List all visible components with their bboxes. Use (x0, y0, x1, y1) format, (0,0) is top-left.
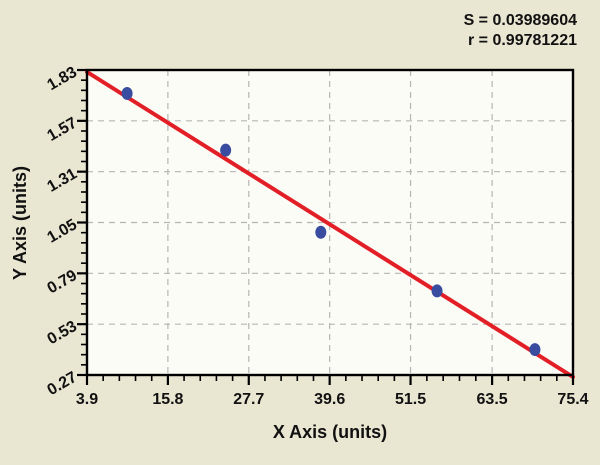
stat-s-value: S = 0.03989604 (464, 12, 578, 29)
y-tick-label: 1.83 (45, 64, 81, 94)
data-point (121, 86, 133, 100)
data-point (220, 143, 232, 157)
x-tick-label: 75.4 (557, 391, 588, 408)
y-tick-label: 0.27 (45, 369, 81, 399)
x-tick-label: 27.7 (233, 391, 264, 408)
chart-generated-layer: 3.9 15.8 27.7 39.6 51.5 63.5 75.4 0.27 0.53 0.79 1… (45, 64, 589, 408)
x-tick-label: 15.8 (152, 391, 183, 408)
y-tick-label: 0.79 (45, 267, 81, 297)
data-point (315, 225, 327, 239)
x-tick-label: 63.5 (477, 391, 508, 408)
x-tick-label: 3.9 (76, 391, 98, 408)
plot-border (85, 68, 575, 377)
x-tick-label: 39.6 (314, 391, 345, 408)
y-axis-title: Y Axis (units) (10, 166, 30, 280)
stat-r-value: r = 0.99781221 (468, 32, 577, 49)
y-tick-label: 1.57 (45, 115, 81, 145)
x-tick-label: 51.5 (395, 391, 426, 408)
y-tick-label: 1.31 (45, 165, 81, 195)
y-tick-label: 0.53 (45, 318, 81, 348)
regression-line (85, 69, 575, 379)
y-tick-label: 1.05 (45, 216, 81, 246)
data-point (431, 284, 443, 298)
data-point (529, 343, 541, 357)
x-axis-title: X Axis (units) (273, 422, 387, 442)
